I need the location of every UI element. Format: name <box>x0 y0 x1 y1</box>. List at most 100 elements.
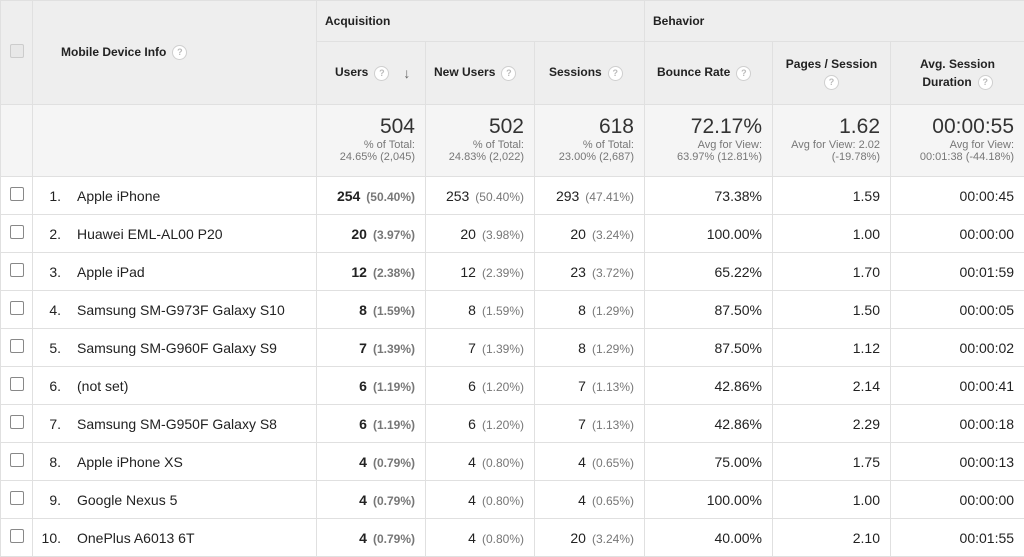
row-checkbox[interactable] <box>10 491 24 505</box>
sessions-cell: 23(3.72%) <box>535 253 645 291</box>
bounce-value: 100.00% <box>707 492 762 508</box>
users-percent: (0.79%) <box>373 456 415 470</box>
total-sessions-sub: 23.00% (2,687) <box>535 151 634 163</box>
bounce-value: 87.50% <box>715 302 762 318</box>
select-all-checkbox[interactable] <box>10 44 24 58</box>
col-users-header[interactable]: Users? ↓ <box>317 42 426 105</box>
users-value: 8 <box>359 302 367 318</box>
col-pages-session-header[interactable]: Pages / Session ? <box>773 42 891 105</box>
device-cell: 9.Google Nexus 5 <box>33 481 317 519</box>
row-checkbox[interactable] <box>10 339 24 353</box>
new-users-cell: 6(1.20%) <box>426 367 535 405</box>
col-users-label: Users <box>335 65 368 79</box>
users-percent: (0.79%) <box>373 532 415 546</box>
bounce-cell: 73.38% <box>645 177 773 215</box>
duration-cell: 00:00:05 <box>891 291 1024 329</box>
users-percent: (2.38%) <box>373 266 415 280</box>
total-duration-sub: Avg for View: <box>891 139 1014 151</box>
total-new-users-value: 502 <box>426 115 524 139</box>
users-percent: (3.97%) <box>373 228 415 242</box>
new-users-cell: 7(1.39%) <box>426 329 535 367</box>
dimension-header[interactable]: Mobile Device Info? <box>33 1 317 105</box>
col-sessions-header[interactable]: Sessions? <box>535 42 645 105</box>
users-value: 4 <box>359 454 367 470</box>
pages-cell: 2.14 <box>773 367 891 405</box>
table-body: 1.Apple iPhone 254(50.40%) 253(50.40%) 2… <box>1 177 1024 557</box>
device-cell: 2. Huawei EML-AL00 P20 <box>33 215 317 253</box>
duration-value: 00:01:55 <box>960 530 1015 546</box>
row-checkbox[interactable] <box>10 301 24 315</box>
row-checkbox-cell <box>1 177 33 215</box>
row-checkbox[interactable] <box>10 453 24 467</box>
device-link[interactable]: Apple iPhone <box>77 188 160 204</box>
bounce-value: 75.00% <box>715 454 762 470</box>
duration-value: 00:00:41 <box>960 378 1015 394</box>
pages-value: 1.12 <box>853 340 880 356</box>
duration-cell: 00:00:45 <box>891 177 1024 215</box>
row-checkbox[interactable] <box>10 529 24 543</box>
row-checkbox[interactable] <box>10 415 24 429</box>
sessions-value: 20 <box>570 226 586 242</box>
row-index: 2. <box>33 226 61 242</box>
device-link[interactable]: Apple iPad <box>77 264 145 280</box>
new-users-percent: (3.98%) <box>482 228 524 242</box>
row-checkbox-cell <box>1 481 33 519</box>
users-percent: (50.40%) <box>366 190 415 204</box>
col-duration-header[interactable]: Avg. Session Duration? <box>891 42 1024 105</box>
new-users-percent: (1.39%) <box>482 342 524 356</box>
row-index: 5. <box>33 340 61 356</box>
help-icon[interactable]: ? <box>172 45 187 60</box>
help-icon[interactable]: ? <box>978 75 993 90</box>
pages-value: 1.00 <box>853 226 880 242</box>
pages-value: 1.70 <box>853 264 880 280</box>
device-link[interactable]: Apple iPhone XS <box>77 454 183 470</box>
select-all-cell <box>1 1 33 105</box>
new-users-value: 8 <box>468 302 476 318</box>
bounce-cell: 42.86% <box>645 405 773 443</box>
table-row: 8.Apple iPhone XS 4(0.79%) 4(0.80%) 4(0.… <box>1 443 1024 481</box>
bounce-cell: 65.22% <box>645 253 773 291</box>
sessions-cell: 7(1.13%) <box>535 405 645 443</box>
sort-desc-icon[interactable]: ↓ <box>403 65 410 81</box>
bounce-cell: 87.50% <box>645 329 773 367</box>
row-checkbox[interactable] <box>10 377 24 391</box>
new-users-cell: 253(50.40%) <box>426 177 535 215</box>
totals-empty <box>1 105 33 177</box>
total-bounce-sub: Avg for View: <box>645 139 762 151</box>
help-icon[interactable]: ? <box>374 66 389 81</box>
row-checkbox[interactable] <box>10 187 24 201</box>
help-icon[interactable]: ? <box>824 75 839 90</box>
total-users-value: 504 <box>317 115 415 139</box>
pages-cell: 2.29 <box>773 405 891 443</box>
device-link[interactable]: Samsung SM-G973F Galaxy S10 <box>77 302 285 318</box>
duration-cell: 00:01:59 <box>891 253 1024 291</box>
pages-cell: 1.00 <box>773 215 891 253</box>
device-cell: 7.Samsung SM-G950F Galaxy S8 <box>33 405 317 443</box>
row-index: 8. <box>33 454 61 470</box>
device-link[interactable]: Samsung SM-G950F Galaxy S8 <box>77 416 277 432</box>
total-duration-value: 00:00:55 <box>891 115 1014 139</box>
help-icon[interactable]: ? <box>501 66 516 81</box>
users-value: 4 <box>359 530 367 546</box>
row-checkbox[interactable] <box>10 263 24 277</box>
row-checkbox[interactable] <box>10 225 24 239</box>
device-link[interactable]: Samsung SM-G960F Galaxy S9 <box>77 340 277 356</box>
help-icon[interactable]: ? <box>736 66 751 81</box>
users-value: 12 <box>351 264 367 280</box>
device-link[interactable]: (not set) <box>77 378 128 394</box>
sessions-percent: (3.24%) <box>592 532 634 546</box>
device-link[interactable]: OnePlus A6013 6T <box>77 530 195 546</box>
users-percent: (1.19%) <box>373 418 415 432</box>
sessions-percent: (1.29%) <box>592 342 634 356</box>
col-new-users-header[interactable]: New Users? <box>426 42 535 105</box>
col-bounce-rate-header[interactable]: Bounce Rate? <box>645 42 773 105</box>
row-checkbox-cell <box>1 253 33 291</box>
device-link[interactable]: Google Nexus 5 <box>77 492 177 508</box>
pages-value: 2.14 <box>853 378 880 394</box>
table-row: 1.Apple iPhone 254(50.40%) 253(50.40%) 2… <box>1 177 1024 215</box>
help-icon[interactable]: ? <box>608 66 623 81</box>
new-users-value: 4 <box>468 530 476 546</box>
device-link[interactable]: Huawei EML-AL00 P20 <box>77 226 223 242</box>
new-users-value: 6 <box>468 378 476 394</box>
